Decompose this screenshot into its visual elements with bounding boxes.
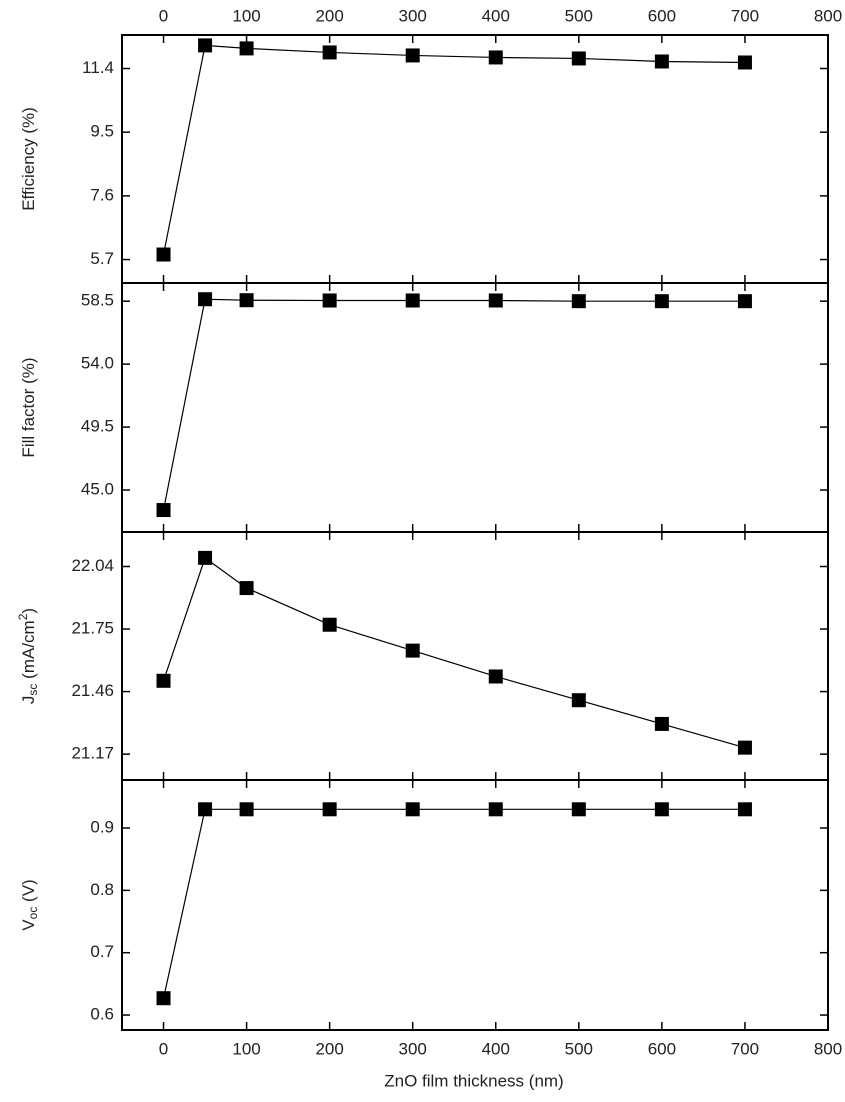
marker [156,991,171,1006]
y-axis-title-part: (V) [19,879,38,906]
x-tick-label: 300 [399,6,427,25]
marker [405,802,420,817]
marker [488,50,503,65]
marker [156,673,171,688]
plot-frame [121,531,829,781]
x-tick-label: 600 [648,1039,676,1058]
marker [737,740,752,755]
x-tick-label: 700 [731,1039,759,1058]
marker [239,293,254,308]
marker [737,294,752,309]
y-tick-label: 0.8 [90,880,114,899]
marker [198,292,213,307]
y-tick-label: 0.7 [90,942,114,961]
y-tick-label: 11.4 [82,58,114,77]
x-tick-label: 600 [648,6,676,25]
x-tick-label: 100 [232,1039,260,1058]
y-tick-label: 21.46 [71,681,114,700]
x-tick-label: 400 [482,1039,510,1058]
y-axis-title-part: V [19,919,38,931]
marker [654,294,669,309]
y-tick-label: 5.7 [90,249,114,268]
marker [488,802,503,817]
x-tick-label: 500 [565,1039,593,1058]
marker [156,503,171,518]
y-axis-title: Fill factor (%) [19,357,38,457]
y-tick-label: 0.6 [90,1005,114,1024]
x-tick-label: 800 [814,6,842,25]
marker [322,617,337,632]
marker [405,643,420,658]
marker [571,51,586,66]
x-tick-label: 500 [565,6,593,25]
y-tick-label: 0.9 [90,817,114,836]
series-line [162,808,745,999]
marker [198,802,213,817]
y-axis-title-part: Efficiency (%) [19,107,38,211]
marker [737,802,752,817]
marker [156,247,171,262]
marker [198,38,213,53]
series-line [162,298,745,511]
marker [654,716,669,731]
y-tick-label: 22.04 [71,556,114,575]
marker [239,41,254,56]
y-tick-label: 58.5 [81,291,114,310]
y-axis-title-part: 2 [16,613,30,620]
x-tick-label: 400 [482,6,510,25]
marker [488,293,503,308]
x-tick-label: 700 [731,6,759,25]
marker [737,55,752,70]
x-tick-label: 800 [814,1039,842,1058]
marker [571,802,586,817]
marker [239,581,254,596]
marker [405,293,420,308]
marker [571,693,586,708]
series-line [162,44,745,255]
y-axis-title: Jsc (mA/cm2) [16,608,40,704]
y-axis-title: Efficiency (%) [19,107,38,211]
marker [322,45,337,60]
marker [322,293,337,308]
marker [239,802,254,817]
y-axis-title-part: (mA/cm [19,620,38,683]
marker [198,550,213,565]
marker [322,802,337,817]
y-axis-title-part: J [19,696,38,705]
plot-frame [121,779,829,1031]
x-tick-label: 0 [159,1039,168,1058]
y-tick-label: 7.6 [90,185,114,204]
y-tick-label: 21.17 [71,744,114,763]
y-tick-label: 21.75 [71,619,114,638]
marker [654,802,669,817]
x-tick-label: 200 [315,6,343,25]
y-tick-label: 45.0 [81,480,114,499]
x-tick-label: 100 [232,6,260,25]
y-axis-title: Voc (V) [19,879,39,930]
y-tick-label: 9.5 [90,122,114,141]
marker [654,54,669,69]
plot-frame [121,282,829,533]
plot-frame [121,34,829,284]
x-tick-label: 0 [159,6,168,25]
x-tick-label: 300 [399,1039,427,1058]
y-tick-label: 54.0 [81,354,114,373]
x-tick-label: 200 [315,1039,343,1058]
y-axis-title-part: oc [26,907,40,920]
x-axis-title: ZnO film thickness (nm) [384,1071,563,1090]
marker [571,294,586,309]
y-axis-title-part: sc [26,684,40,696]
y-axis-title-part: Fill factor (%) [19,357,38,457]
y-tick-label: 49.5 [81,417,114,436]
marker [405,48,420,63]
y-axis-title-part: ) [19,608,38,614]
marker [488,669,503,684]
